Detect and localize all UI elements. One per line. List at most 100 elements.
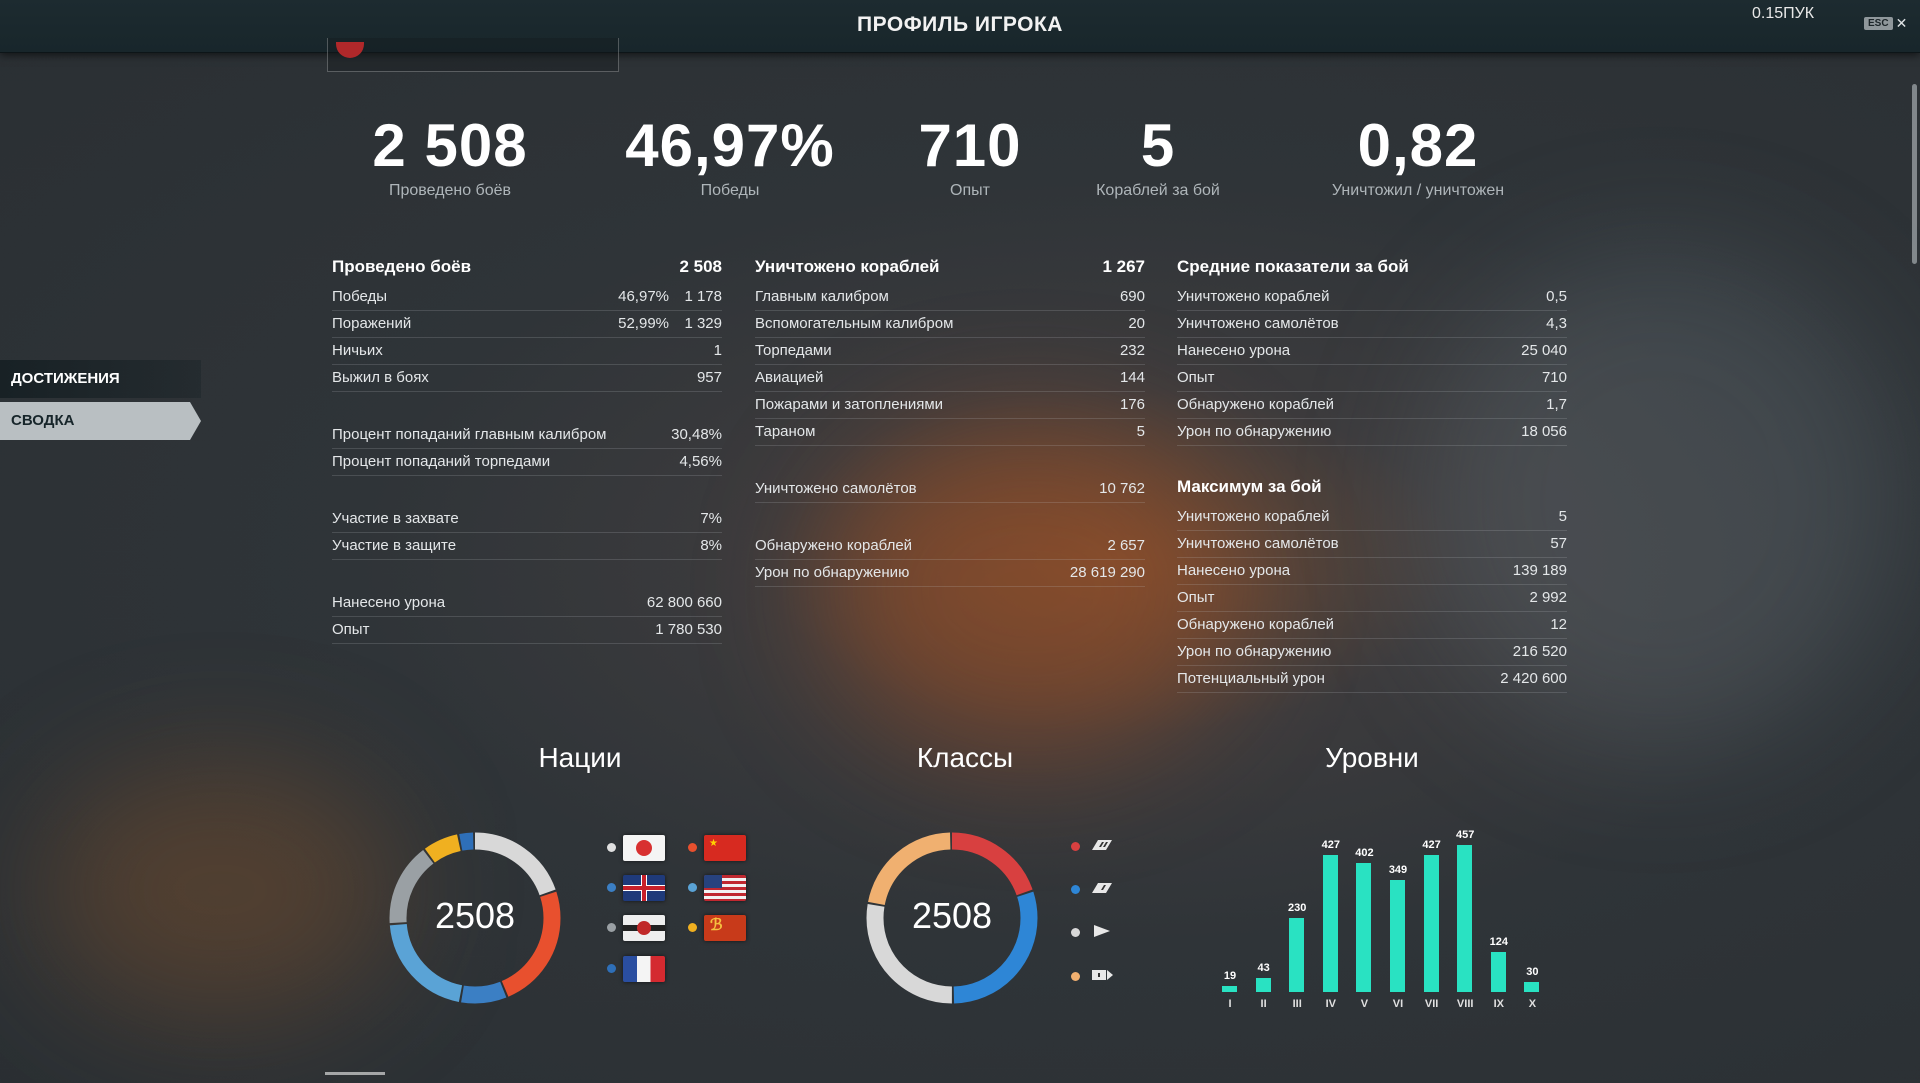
- stat-row: Уничтожено самолётов 4,3: [1177, 311, 1567, 338]
- germany-flag-icon[interactable]: [623, 915, 665, 941]
- japan-flag-icon[interactable]: [623, 835, 665, 861]
- stat-value: 8%: [700, 537, 722, 554]
- stat-percent: 46,97%: [618, 288, 669, 305]
- stat-row: Урон по обнаружению 28 619 290: [755, 560, 1145, 587]
- tiers-title: Уровни: [1325, 742, 1419, 773]
- stat-label: Урон по обнаружению: [1177, 643, 1332, 660]
- donut-slice-uk: [389, 832, 561, 1004]
- stat-label: Нанесено урона: [1177, 342, 1291, 359]
- stat-row: Вспомогательным калибром 20: [755, 311, 1145, 338]
- stat-row: Процент попаданий торпедами 4,56%: [332, 449, 722, 476]
- battleship-icon[interactable]: [1092, 881, 1114, 895]
- stat-label: Процент попаданий главным калибром: [332, 426, 607, 443]
- scrollbar[interactable]: [1912, 84, 1917, 264]
- tier-bar-value: 124: [1489, 936, 1508, 949]
- heading-label: Средние показатели за бой: [1177, 257, 1409, 276]
- stat-label: Участие в захвате: [332, 510, 459, 527]
- stats-column-averages: Средние показатели за бой Уничтожено кор…: [1177, 254, 1567, 693]
- stat-value: 2 992: [1529, 589, 1567, 606]
- nations-donut-chart: [389, 832, 561, 1004]
- legend-dot: [1071, 928, 1080, 937]
- stat-row: Опыт 1 780 530: [332, 617, 722, 644]
- next-section-peek: [325, 1072, 385, 1083]
- tier-label: VII: [1424, 998, 1439, 1010]
- stat-label: Ничьих: [332, 342, 383, 359]
- stat-value: 12: [1550, 616, 1567, 633]
- summary-ships-per-battle: 5 Кораблей за бой: [1028, 116, 1288, 200]
- stat-row: Урон по обнаружению 216 520: [1177, 639, 1567, 666]
- tier-label: X: [1528, 998, 1537, 1010]
- nations-total: 2508: [434, 895, 516, 936]
- top-bar: ПРОФИЛЬ ИГРОКА 0.15ПУК ESC ✕: [0, 0, 1920, 53]
- close-button[interactable]: ESC ✕: [1864, 16, 1907, 30]
- stat-row: Нанесено урона 25 040: [1177, 338, 1567, 365]
- player-selector[interactable]: [327, 38, 619, 72]
- stat-row: Авиацией 144: [755, 365, 1145, 392]
- tier-bar-X: [1524, 982, 1540, 992]
- legend-dot: [607, 843, 616, 852]
- stat-value: 1: [713, 342, 722, 359]
- donut-slice-germany: [389, 832, 561, 1004]
- stat-row: Ничьих 1: [332, 338, 722, 365]
- tier-label: V: [1360, 998, 1369, 1010]
- stat-row: Потенциальный урон 2 420 600: [1177, 666, 1567, 693]
- fps-counter: 0.15ПУК: [1752, 5, 1815, 22]
- legend-dot: [1071, 885, 1080, 894]
- stat-value: 139 189: [1512, 562, 1567, 579]
- legend-dot: [607, 883, 616, 892]
- stat-row: Урон по обнаружению 18 056: [1177, 419, 1567, 446]
- cruiser-icon[interactable]: [1094, 925, 1110, 937]
- stat-value: 0,5: [1546, 288, 1567, 305]
- stat-label: Процент попаданий торпедами: [332, 453, 551, 470]
- sidebar-item-summary[interactable]: СВОДКА: [0, 402, 201, 440]
- tier-bar-IX: [1490, 952, 1506, 992]
- stat-row: Опыт 2 992: [1177, 585, 1567, 612]
- donut-slice-cruiser: [866, 832, 1038, 1004]
- heading-label: Максимум за бой: [1177, 477, 1322, 496]
- pan-asia-flag-icon[interactable]: ℬ: [704, 915, 746, 941]
- stat-row: Победы 46,97% 1 178: [332, 284, 722, 311]
- stat-label: Тараном: [755, 423, 816, 440]
- summary-value: 46,97%: [625, 112, 835, 179]
- stat-value: 20: [1128, 315, 1145, 332]
- stat-value: 4,56%: [679, 453, 722, 470]
- stat-value: 30,48%: [671, 426, 722, 443]
- heading-label: Уничтожено кораблей: [755, 257, 940, 276]
- stat-value: 57: [1550, 535, 1567, 552]
- stat-label: Урон по обнаружению: [755, 564, 910, 581]
- uk-flag-icon[interactable]: [623, 875, 665, 901]
- tier-bar-value: 457: [1456, 829, 1475, 841]
- stat-value: 1 178: [684, 288, 722, 305]
- tier-bar-VII: [1423, 854, 1439, 992]
- tier-label: I: [1228, 998, 1232, 1010]
- summary-label: Кораблей за бой: [1096, 182, 1220, 199]
- stat-value: 7%: [700, 510, 722, 527]
- page-title: ПРОФИЛЬ ИГРОКА: [857, 13, 1063, 36]
- tier-bar-II: [1255, 978, 1271, 992]
- stat-label: Уничтожено кораблей: [1177, 508, 1330, 525]
- stat-value: 5: [1558, 508, 1567, 525]
- france-flag-icon[interactable]: [623, 956, 665, 982]
- stats-column-battles: Проведено боёв 2 508 Победы 46,97% 1 178 П…: [332, 254, 722, 644]
- legend-dot: [607, 923, 616, 932]
- stat-row: Поражений 52,99% 1 329: [332, 311, 722, 338]
- summary-label: Уничтожил / уничтожен: [1331, 182, 1505, 199]
- stat-label: Вспомогательным калибром: [755, 315, 954, 332]
- tier-bar-value: 349: [1388, 863, 1408, 876]
- china-flag-icon[interactable]: ★: [704, 835, 746, 861]
- stat-value: 710: [1541, 369, 1567, 386]
- stat-row: Нанесено урона 62 800 660: [332, 590, 722, 617]
- heading-value: 2 508: [679, 257, 722, 276]
- stat-row: Торпедами 232: [755, 338, 1145, 365]
- destroyer-icon[interactable]: [1092, 969, 1114, 981]
- stat-row: Обнаружено кораблей 1,7: [1177, 392, 1567, 419]
- tier-label: IX: [1493, 998, 1504, 1010]
- stat-label: Нанесено урона: [332, 594, 446, 611]
- donut-slice-battleship: [866, 832, 1038, 1004]
- stat-value: 176: [1119, 396, 1145, 413]
- usa-flag-icon[interactable]: [704, 875, 746, 901]
- tier-bar-value: 19: [1223, 969, 1237, 982]
- aircraft-carrier-icon[interactable]: [1092, 838, 1114, 852]
- stat-label: Уничтожено самолётов: [755, 480, 917, 497]
- sidebar-item-achievements[interactable]: ДОСТИЖЕНИЯ: [0, 360, 201, 398]
